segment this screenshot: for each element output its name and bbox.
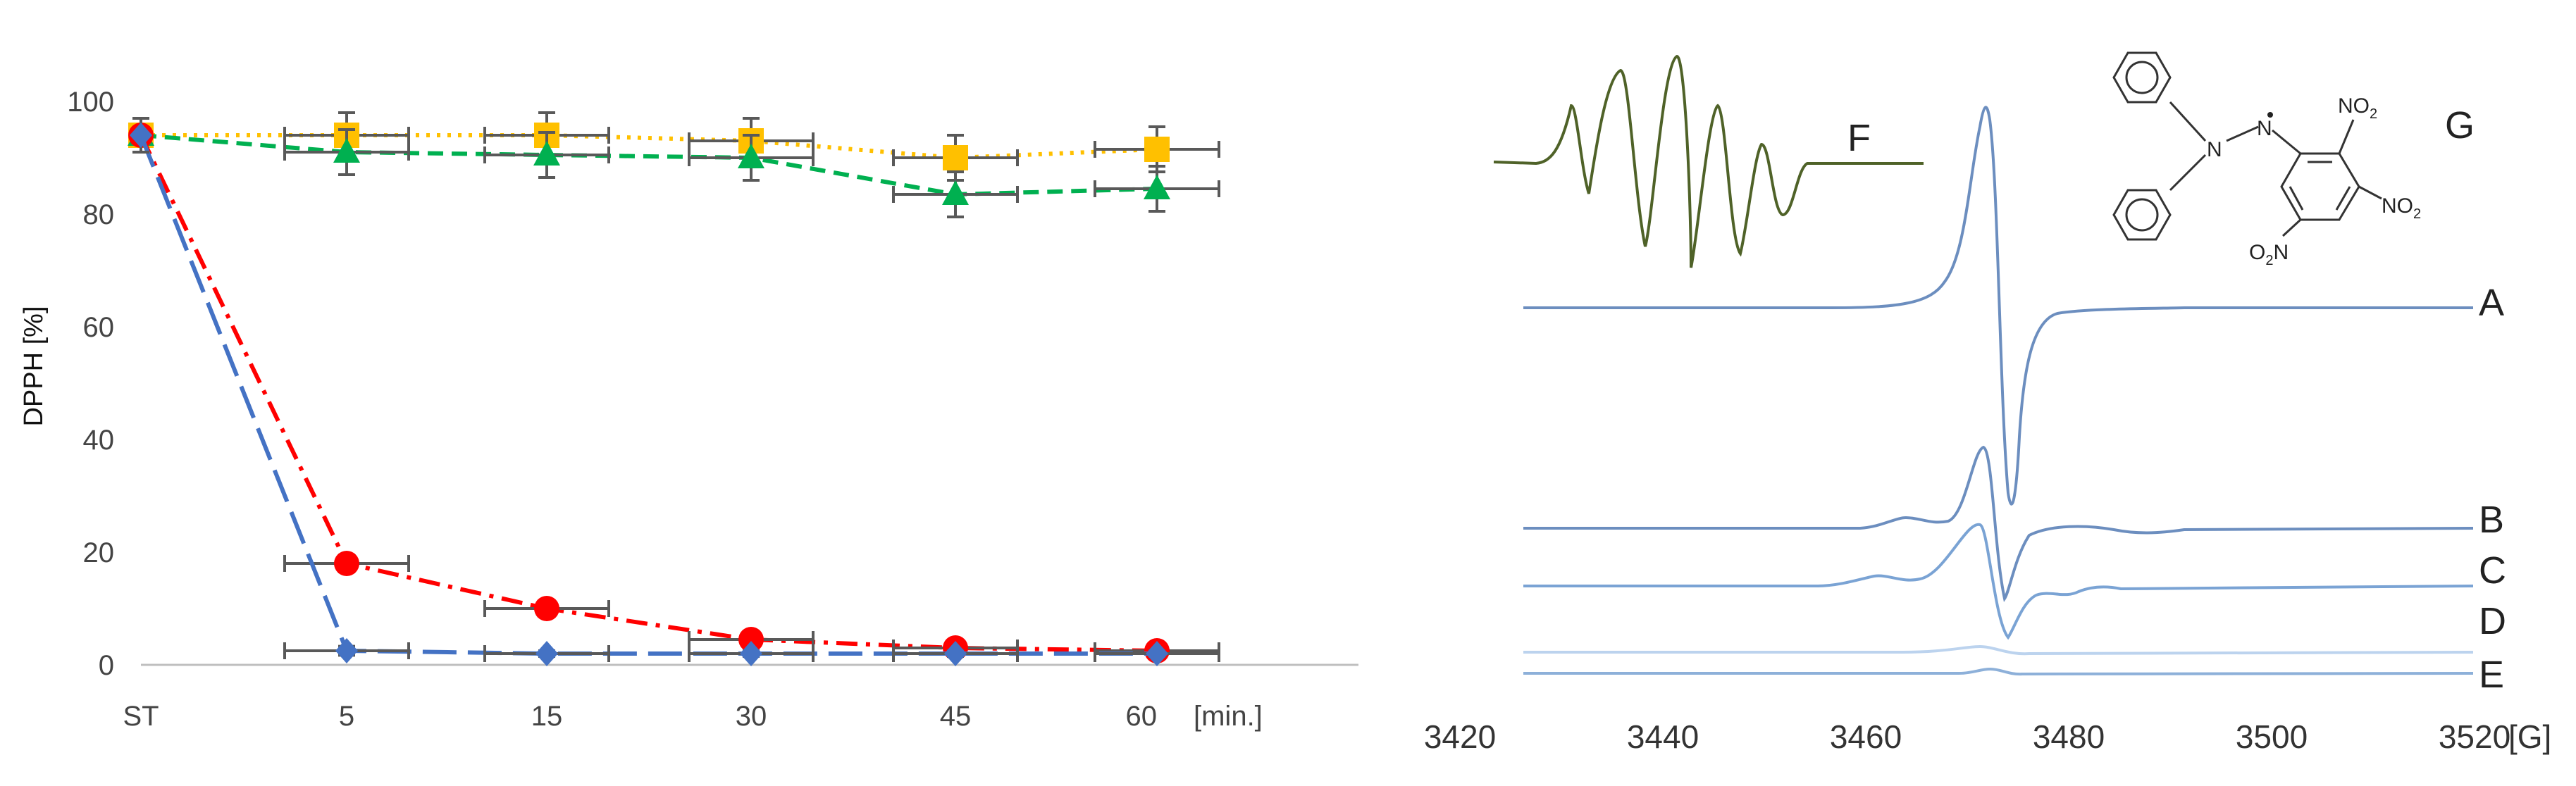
data-series	[128, 111, 1220, 666]
structure-N1: N	[2207, 138, 2222, 161]
series-1-line	[140, 133, 1158, 197]
x-tick-label: ST	[123, 701, 159, 732]
dpph-structure	[2112, 51, 2382, 241]
x-tick-label: 30	[736, 701, 767, 732]
series-1-marker	[333, 138, 360, 163]
structure-NO2-right: NO2	[2382, 194, 2421, 222]
series-3-marker	[1146, 641, 1168, 666]
series-0-marker	[943, 145, 968, 170]
trace-label-E: E	[2479, 654, 2504, 696]
series-3-marker	[335, 638, 358, 663]
structure-NO2-top: NO2	[2338, 94, 2377, 122]
series-1-marker	[533, 141, 560, 166]
y-tick-label: 40	[83, 425, 115, 456]
spectrum-D	[1523, 644, 2474, 656]
series-1-marker	[942, 180, 969, 205]
x-tick-label: 3480	[2033, 718, 2105, 755]
series-3-marker	[740, 641, 762, 666]
y-tick-label: 0	[99, 650, 114, 681]
x-tick-labels: ST 5 15 30 45 60	[123, 701, 1157, 732]
x-tick-label: 15	[531, 701, 563, 732]
x-tick-label: 3460	[1830, 718, 1902, 755]
x-tick-label: 3520	[2439, 718, 2510, 755]
series-3-line	[139, 134, 1157, 656]
spectrum-A	[1523, 106, 2473, 506]
spectrum-E	[1523, 667, 2474, 676]
series-1-marker	[738, 144, 764, 168]
x-tick-label: 3440	[1627, 718, 1699, 755]
epr-spectra-chart: 3420 3440 3460 3480 3500 3520 [G] A B C D E F	[1424, 51, 2551, 755]
trace-label-D: D	[2479, 600, 2506, 642]
y-axis-label: DPPH [%]	[19, 306, 49, 426]
structure-label-G: G	[2445, 104, 2475, 146]
series-3-marker	[130, 123, 152, 148]
dpph-chart: DPPH [%] 0 20 40 60 80 100 ST 5 15 30 45 60 [min.]	[19, 87, 1358, 732]
trace-label-C: C	[2479, 549, 2506, 592]
series-3-marker	[535, 641, 558, 666]
x-tick-label: 45	[940, 701, 972, 732]
series-0-marker	[1144, 137, 1170, 162]
series-1-marker	[1144, 175, 1170, 199]
structure-N2: N	[2257, 117, 2272, 140]
y-tick-labels: 0 20 40 60 80 100	[67, 87, 114, 681]
y-tick-label: 60	[83, 312, 115, 343]
y-tick-label: 100	[67, 87, 114, 118]
y-tick-label: 80	[83, 199, 115, 230]
trace-label-A: A	[2479, 282, 2504, 324]
x-tick-label: 3500	[2236, 718, 2308, 755]
x-tick-label: 60	[1126, 701, 1158, 732]
series-2-marker	[534, 596, 559, 621]
spectrum-B	[1523, 445, 2474, 602]
series-2-marker	[334, 551, 359, 576]
structure-O2N: O2N	[2249, 241, 2289, 268]
y-tick-label: 20	[83, 537, 115, 568]
x-axis-unit: [G]	[2508, 718, 2551, 755]
series-3-marker	[944, 641, 967, 666]
x-tick-label: 5	[339, 701, 354, 732]
inset-F-spectrum	[1493, 54, 1924, 268]
x-axis-unit: [min.]	[1194, 701, 1263, 732]
inset-label-F: F	[1847, 117, 1871, 159]
series-2-line	[139, 134, 1158, 653]
trace-label-B: B	[2479, 499, 2504, 541]
series-2-marker	[738, 627, 764, 652]
x-tick-labels: 3420 3440 3460 3480 3500 3520	[1424, 718, 2510, 755]
x-tick-label: 3420	[1424, 718, 1496, 755]
spectrum-C	[1523, 523, 2474, 640]
radical-dot	[2267, 112, 2273, 118]
